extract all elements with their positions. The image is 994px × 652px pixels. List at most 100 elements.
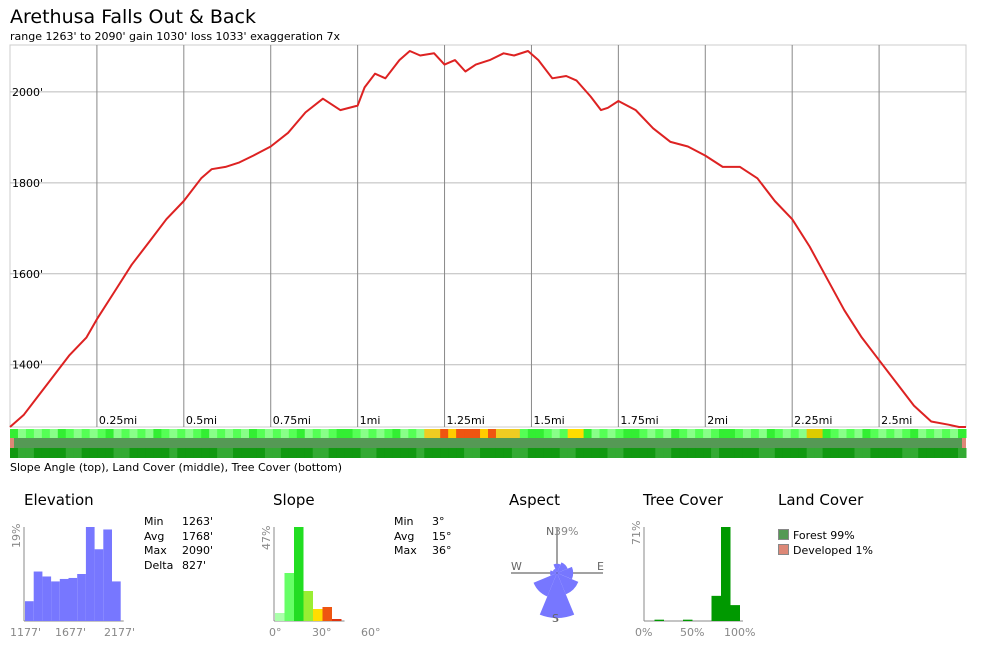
- tree-cover-strip-cell: [384, 448, 393, 458]
- slope-strip-cell: [17, 429, 27, 438]
- hist-bar: [103, 529, 112, 621]
- land-cover-developed-end: [962, 438, 966, 448]
- slope-strip-cell: [264, 429, 274, 438]
- tree-cover-strip-cell: [392, 448, 401, 458]
- slope-strip-cell: [766, 429, 776, 438]
- slope-strip-cell: [472, 429, 481, 438]
- tree-cover-strip-cell: [742, 448, 752, 458]
- elevation-x-tick-label: 1677': [55, 626, 86, 639]
- slope-strip-cell: [798, 429, 808, 438]
- tree-cover-strip-cell: [472, 448, 481, 458]
- slope-strip-cell: [145, 429, 154, 438]
- slope-strip-cell: [81, 429, 91, 438]
- slope-strip-cell: [368, 429, 377, 438]
- slope-strip-cell: [495, 429, 505, 438]
- slope-strip-cell: [830, 429, 840, 438]
- tree-cover-strip-cell: [583, 448, 593, 458]
- tree-cover-strip-cell: [958, 448, 967, 458]
- tree-cover-strip-cell: [464, 448, 473, 458]
- slope-strip-cell: [336, 429, 346, 438]
- slope-strip-cell: [408, 429, 417, 438]
- tree-cover-strip-cell: [623, 448, 632, 458]
- y-tick-label: 1400': [12, 359, 43, 372]
- tree-cover-strip-cell: [288, 448, 298, 458]
- tree-cover-strip-cell: [822, 448, 832, 458]
- hist-bar: [313, 609, 323, 621]
- tree-cover-strip-cell: [519, 448, 529, 458]
- slope-strip-cell: [902, 429, 911, 438]
- tree-cover-strip-cell: [814, 448, 824, 458]
- tree-cover-strip-cell: [225, 448, 234, 458]
- slope-strip-cell: [97, 429, 107, 438]
- x-tick-label: 1.5mi: [533, 414, 564, 427]
- tree-cover-strip-cell: [145, 448, 154, 458]
- slope-strip-cell: [750, 429, 760, 438]
- slope-strip-cell: [296, 429, 306, 438]
- tree-cover-strip-cell: [312, 448, 322, 458]
- stat-label: Min: [144, 515, 164, 528]
- slope-strip-cell: [400, 429, 409, 438]
- tree-cover-strip-cell: [727, 448, 736, 458]
- tree-cover-strip-cell: [750, 448, 760, 458]
- slope-strip-cell: [384, 429, 393, 438]
- tree-cover-strip-cell: [926, 448, 935, 458]
- slope-strip-cell: [73, 429, 83, 438]
- hist-bar: [51, 581, 60, 621]
- x-tick-label: 2.5mi: [881, 414, 912, 427]
- slope-strip-cell: [551, 429, 561, 438]
- tree-cover-strip-cell: [766, 448, 776, 458]
- stat-label: Max: [144, 544, 167, 557]
- tree-cover-strip-cell: [894, 448, 903, 458]
- tree-cover-strip-cell: [440, 448, 449, 458]
- slope-strip-cell: [782, 429, 792, 438]
- slope-strip-cell: [352, 429, 362, 438]
- hist-bar: [721, 527, 731, 621]
- slope-strip-cell: [687, 429, 696, 438]
- slope-strip-cell: [719, 429, 728, 438]
- tree-cover-strip-cell: [416, 448, 425, 458]
- tree-cover-strip-cell: [185, 448, 194, 458]
- slope-strip-cell: [527, 429, 537, 438]
- slope-strip-cell: [217, 429, 226, 438]
- slope-strip-cell: [575, 429, 585, 438]
- aspect-s-label: S: [552, 612, 559, 625]
- tree-cover-strip-cell: [177, 448, 186, 458]
- slope-strip-cell: [958, 429, 967, 438]
- tree-cover-strip-cell: [918, 448, 927, 458]
- strip-caption: Slope Angle (top), Land Cover (middle), …: [10, 461, 343, 474]
- slope-strip-cell: [742, 429, 752, 438]
- slope-strip-cell: [926, 429, 935, 438]
- legend-developed: Developed 1%: [778, 544, 873, 557]
- tree-x-tick-label: 0%: [635, 626, 652, 639]
- tree-cover-strip-cell: [193, 448, 202, 458]
- slope-strip-cell: [599, 429, 608, 438]
- hist-bar: [711, 595, 721, 621]
- developed-swatch: [778, 544, 789, 555]
- profile-frame: [9, 44, 967, 428]
- slope-strip-cell: [440, 429, 449, 438]
- slope-title: Slope: [273, 491, 315, 509]
- slope-strip-cell: [703, 429, 712, 438]
- tree-cover-strip-cell: [344, 448, 354, 458]
- tree-cover-strip-cell: [241, 448, 250, 458]
- tree-cover-strip-cell: [782, 448, 792, 458]
- stat-value: 827': [182, 558, 207, 572]
- slope-strip-cell: [280, 429, 290, 438]
- slope-strip-cell: [583, 429, 593, 438]
- slope-strip-cell: [910, 429, 919, 438]
- slope-x-tick-label: 0°: [269, 626, 282, 639]
- slope-strip-cell: [448, 429, 457, 438]
- slope-strip-cell: [734, 429, 744, 438]
- slope-strip-cell: [503, 429, 513, 438]
- tree-cover-strip-cell: [249, 448, 258, 458]
- aspect-wedge: [557, 573, 579, 595]
- tree-cover-strip-cell: [408, 448, 417, 458]
- hist-bar: [730, 605, 740, 621]
- stat-value: 2090': [182, 544, 214, 557]
- slope-strip-cell: [416, 429, 425, 438]
- hist-bar: [33, 571, 43, 621]
- tree-cover-strip-cell: [607, 448, 616, 458]
- tree-cover-strip-cell: [663, 448, 672, 458]
- hist-bar: [85, 527, 95, 621]
- slope-strip-cell: [480, 429, 489, 438]
